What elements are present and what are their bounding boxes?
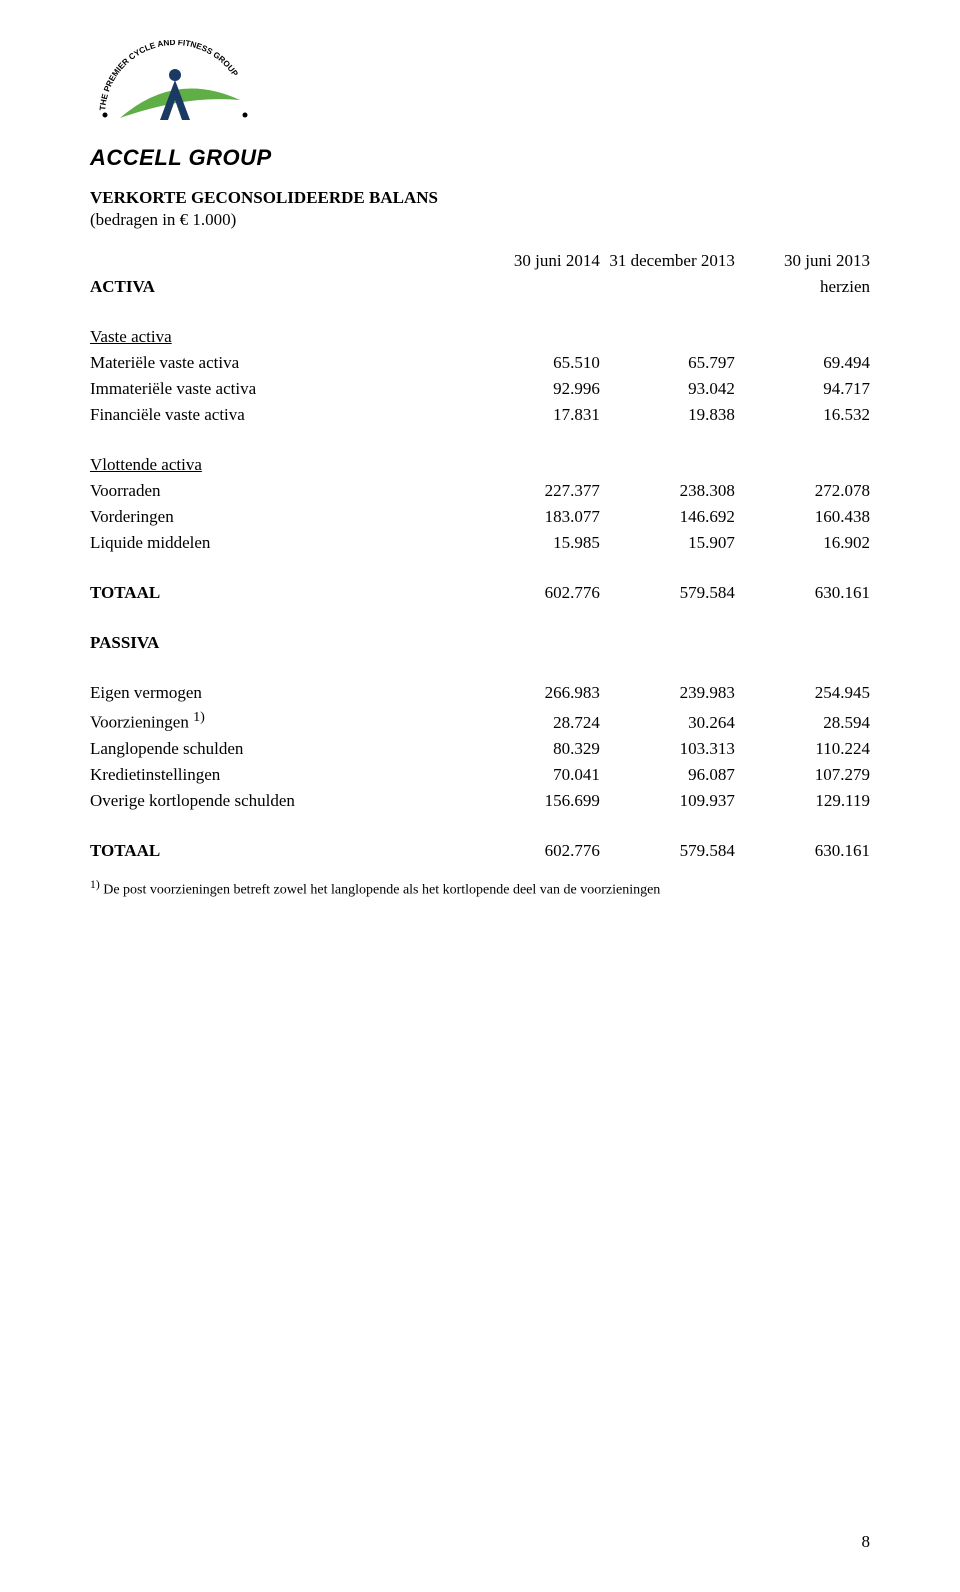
- row-value: 630.161: [735, 838, 870, 864]
- row-value: 80.329: [465, 736, 600, 762]
- vaste-activa-heading: Vaste activa: [90, 324, 465, 350]
- row-value: 183.077: [465, 504, 600, 530]
- row-value: 109.937: [600, 788, 735, 814]
- document-subtitle: (bedragen in € 1.000): [90, 210, 870, 230]
- row-value: 30.264: [600, 706, 735, 736]
- company-logo: THE PREMIER CYCLE AND FITNESS GROUP ACCE…: [90, 40, 300, 180]
- activa-heading-row: ACTIVA herzien: [90, 274, 870, 300]
- table-row: Overige kortlopende schulden 156.699 109…: [90, 788, 870, 814]
- row-value: 630.161: [735, 580, 870, 606]
- herzien-label: herzien: [735, 274, 870, 300]
- row-label: Voorzieningen 1): [90, 706, 465, 736]
- vlottende-activa-heading: Vlottende activa: [90, 452, 465, 478]
- row-value: 146.692: [600, 504, 735, 530]
- row-value: 254.945: [735, 680, 870, 706]
- table-row: Kredietinstellingen 70.041 96.087 107.27…: [90, 762, 870, 788]
- row-label: Kredietinstellingen: [90, 762, 465, 788]
- row-value: 579.584: [600, 838, 735, 864]
- row-label: Immateriële vaste activa: [90, 376, 465, 402]
- col-header-3: 30 juni 2013: [735, 248, 870, 274]
- row-value: 110.224: [735, 736, 870, 762]
- table-row: Eigen vermogen 266.983 239.983 254.945: [90, 680, 870, 706]
- document-title-block: VERKORTE GECONSOLIDEERDE BALANS (bedrage…: [90, 188, 870, 230]
- row-value: 227.377: [465, 478, 600, 504]
- row-value: 93.042: [600, 376, 735, 402]
- row-value: 238.308: [600, 478, 735, 504]
- row-value: 272.078: [735, 478, 870, 504]
- footnote: 1) De post voorzieningen betreft zowel h…: [90, 878, 870, 899]
- row-value: 266.983: [465, 680, 600, 706]
- table-row: Materiële vaste activa 65.510 65.797 69.…: [90, 350, 870, 376]
- table-row: Voorraden 227.377 238.308 272.078: [90, 478, 870, 504]
- section-heading-row: Vaste activa: [90, 324, 870, 350]
- section-heading-row: Vlottende activa: [90, 452, 870, 478]
- row-value: 17.831: [465, 402, 600, 428]
- page-number: 8: [862, 1532, 871, 1552]
- row-value: 92.996: [465, 376, 600, 402]
- row-value: 96.087: [600, 762, 735, 788]
- accell-cyclist-icon: THE PREMIER CYCLE AND FITNESS GROUP: [90, 40, 260, 140]
- row-value: 16.532: [735, 402, 870, 428]
- passiva-heading-row: PASSIVA: [90, 630, 870, 656]
- row-value: 160.438: [735, 504, 870, 530]
- row-value: 28.724: [465, 706, 600, 736]
- totaal-label: TOTAAL: [90, 838, 465, 864]
- row-value: 602.776: [465, 838, 600, 864]
- row-value: 103.313: [600, 736, 735, 762]
- totaal-label: TOTAAL: [90, 580, 465, 606]
- footnote-text: De post voorzieningen betreft zowel het …: [100, 882, 661, 897]
- row-value: 602.776: [465, 580, 600, 606]
- table-row: Voorzieningen 1) 28.724 30.264 28.594: [90, 706, 870, 736]
- activa-label: ACTIVA: [90, 274, 465, 300]
- table-row: Vorderingen 183.077 146.692 160.438: [90, 504, 870, 530]
- total-row: TOTAAL 602.776 579.584 630.161: [90, 580, 870, 606]
- row-value: 156.699: [465, 788, 600, 814]
- row-label: Liquide middelen: [90, 530, 465, 556]
- logo-word-accell: ACCELL: [90, 145, 182, 170]
- row-label: Langlopende schulden: [90, 736, 465, 762]
- row-label: Voorraden: [90, 478, 465, 504]
- row-value: 15.985: [465, 530, 600, 556]
- row-value: 70.041: [465, 762, 600, 788]
- row-value: 16.902: [735, 530, 870, 556]
- row-label: Materiële vaste activa: [90, 350, 465, 376]
- row-value: 107.279: [735, 762, 870, 788]
- row-value: 65.510: [465, 350, 600, 376]
- voorz-footnote-marker: 1): [193, 709, 205, 725]
- row-value: 239.983: [600, 680, 735, 706]
- row-value: 129.119: [735, 788, 870, 814]
- row-label: Financiële vaste activa: [90, 402, 465, 428]
- row-value: 94.717: [735, 376, 870, 402]
- col-header-1: 30 juni 2014: [465, 248, 600, 274]
- table-row: Financiële vaste activa 17.831 19.838 16…: [90, 402, 870, 428]
- row-value: 65.797: [600, 350, 735, 376]
- total-row: TOTAAL 602.776 579.584 630.161: [90, 838, 870, 864]
- row-label: Overige kortlopende schulden: [90, 788, 465, 814]
- row-value: 19.838: [600, 402, 735, 428]
- table-header-row: 30 juni 2014 31 december 2013 30 juni 20…: [90, 248, 870, 274]
- row-value: 28.594: [735, 706, 870, 736]
- table-row: Langlopende schulden 80.329 103.313 110.…: [90, 736, 870, 762]
- voorz-label-text: Voorzieningen: [90, 713, 193, 732]
- col-header-2: 31 december 2013: [600, 248, 735, 274]
- footnote-marker: 1): [90, 878, 100, 891]
- logo-word-group: GROUP: [188, 145, 271, 170]
- row-value: 579.584: [600, 580, 735, 606]
- row-value: 69.494: [735, 350, 870, 376]
- row-label: Eigen vermogen: [90, 680, 465, 706]
- row-label: Vorderingen: [90, 504, 465, 530]
- table-row: Liquide middelen 15.985 15.907 16.902: [90, 530, 870, 556]
- logo-wordmark: ACCELL GROUP: [90, 145, 272, 171]
- balance-sheet-table: 30 juni 2014 31 december 2013 30 juni 20…: [90, 248, 870, 864]
- row-value: 15.907: [600, 530, 735, 556]
- document-title: VERKORTE GECONSOLIDEERDE BALANS: [90, 188, 870, 208]
- table-row: Immateriële vaste activa 92.996 93.042 9…: [90, 376, 870, 402]
- passiva-label: PASSIVA: [90, 630, 465, 656]
